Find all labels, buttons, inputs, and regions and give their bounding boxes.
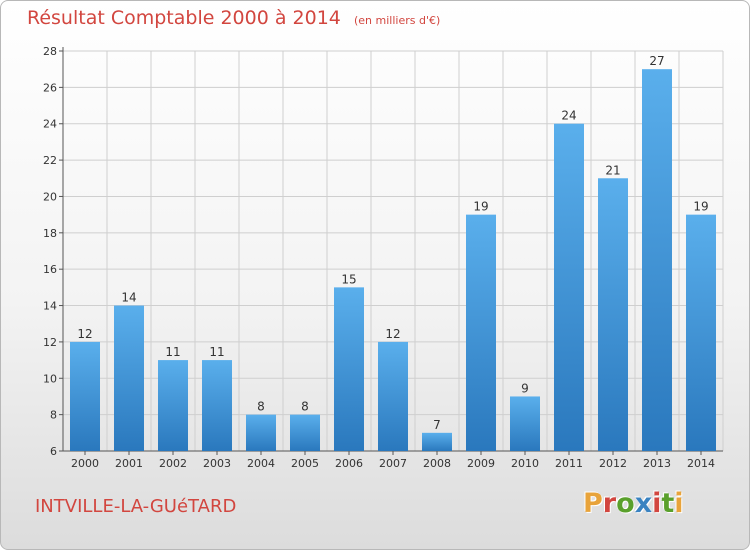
y-tick-label: 14 — [43, 300, 57, 313]
data-label: 14 — [121, 291, 136, 305]
y-tick-label: 18 — [43, 227, 57, 240]
bar-2006[interactable] — [334, 287, 364, 451]
x-tick-label: 2001 — [115, 457, 143, 470]
y-tick-label: 22 — [43, 154, 57, 167]
x-tick-label: 2014 — [687, 457, 715, 470]
logo-letter: i — [674, 488, 684, 519]
data-label: 27 — [649, 54, 664, 68]
bar-2005[interactable] — [290, 414, 320, 451]
logo-letter: o — [616, 488, 635, 519]
bar-2013[interactable] — [642, 69, 672, 451]
y-tick-label: 28 — [43, 45, 57, 58]
bar-2012[interactable] — [598, 178, 628, 452]
y-tick-label: 10 — [43, 372, 57, 385]
data-label: 8 — [301, 400, 309, 414]
x-tick-label: 2003 — [203, 457, 231, 470]
data-label: 12 — [77, 327, 92, 341]
proxiti-logo[interactable]: Proxiti — [583, 488, 684, 519]
x-tick-label: 2013 — [643, 457, 671, 470]
y-tick-label: 6 — [50, 445, 57, 458]
data-label: 19 — [693, 200, 708, 214]
chart-title: Résultat Comptable 2000 à 2014 — [27, 7, 341, 29]
bar-2008[interactable] — [422, 432, 452, 451]
axes: 6 8 10 12 14 16 18 20 22 24 26 28 2000 2001 2002 2003 20… — [43, 45, 723, 470]
bar-2004[interactable] — [246, 414, 276, 451]
bars — [70, 69, 716, 452]
x-tick-label: 2009 — [467, 457, 495, 470]
x-tick-label: 2005 — [291, 457, 319, 470]
y-tick-label: 16 — [43, 263, 57, 276]
x-tick-label: 2007 — [379, 457, 407, 470]
data-label: 7 — [433, 418, 441, 432]
data-label: 15 — [341, 272, 356, 286]
y-tick-label: 26 — [43, 81, 57, 94]
logo-letter: r — [602, 488, 617, 519]
chart-unit: (en milliers d'€) — [353, 14, 441, 27]
bar-2000[interactable] — [70, 341, 100, 451]
data-labels: 12 14 11 11 8 8 15 12 7 19 9 24 21 27 19 — [77, 54, 708, 432]
data-label: 12 — [385, 327, 400, 341]
bar-2010[interactable] — [510, 396, 540, 451]
data-label: 11 — [209, 345, 224, 359]
x-tick-label: 2012 — [599, 457, 627, 470]
bar-2011[interactable] — [554, 123, 584, 452]
data-label: 21 — [605, 163, 620, 177]
commune-name: INTVILLE-LA-GUéTARD — [35, 496, 237, 517]
bar-2014[interactable] — [686, 214, 716, 451]
bar-2007[interactable] — [378, 341, 408, 451]
data-label: 8 — [257, 400, 265, 414]
y-tick-label: 24 — [43, 118, 57, 131]
data-label: 24 — [561, 109, 576, 123]
x-tick-label: 2008 — [423, 457, 451, 470]
title-row: Résultat Comptable 2000 à 2014 (en milli… — [27, 7, 440, 29]
x-tick-label: 2010 — [511, 457, 539, 470]
x-tick-label: 2004 — [247, 457, 275, 470]
y-tick-label: 12 — [43, 336, 57, 349]
x-tick-label: 2011 — [555, 457, 583, 470]
bar-2003[interactable] — [202, 360, 232, 451]
logo-letter: x — [634, 488, 653, 519]
data-label: 9 — [521, 381, 529, 395]
logo-letter: i — [652, 488, 662, 519]
x-tick-label: 2002 — [159, 457, 187, 470]
y-tick-label: 20 — [43, 190, 57, 203]
bar-2001[interactable] — [114, 305, 144, 451]
logo-letter: t — [661, 488, 675, 519]
bar-2002[interactable] — [158, 360, 188, 451]
y-tick-label: 8 — [50, 409, 57, 422]
data-label: 19 — [473, 200, 488, 214]
x-tick-label: 2006 — [335, 457, 363, 470]
logo-letter: P — [583, 488, 603, 519]
bar-2009[interactable] — [466, 214, 496, 451]
data-label: 11 — [165, 345, 180, 359]
x-tick-label: 2000 — [71, 457, 99, 470]
